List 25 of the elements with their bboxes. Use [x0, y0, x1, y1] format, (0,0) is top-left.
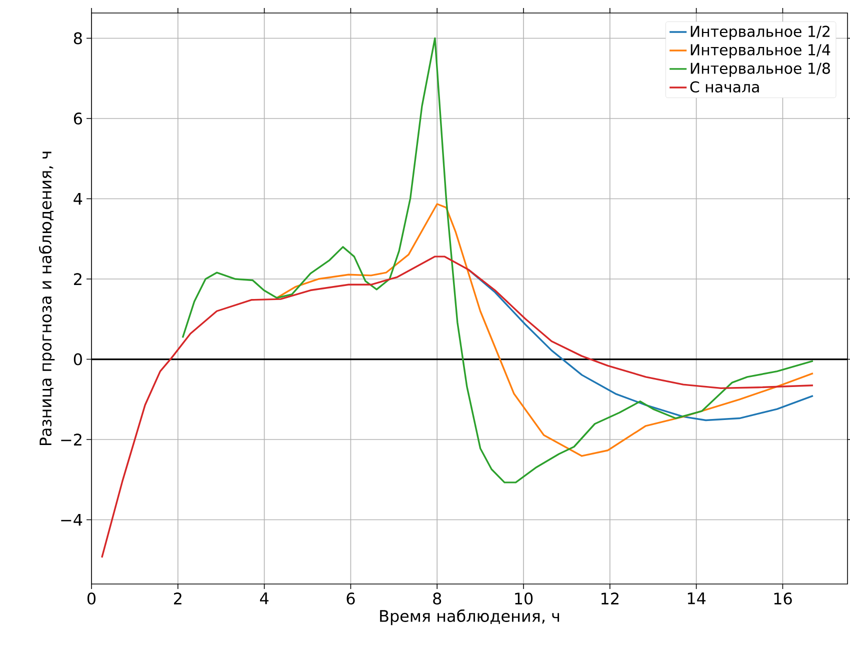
- y-tick-label: −2: [61, 434, 82, 446]
- legend-label: С начала: [690, 81, 759, 93]
- x-tick-label: 0: [87, 592, 96, 605]
- line-series: [101, 256, 814, 558]
- y-tick-label: 4: [74, 192, 82, 205]
- y-tick-label: −4: [61, 514, 82, 526]
- y-tick-label: 2: [74, 273, 82, 285]
- y-axis-title: Разница прогноза и наблюдения, ч: [38, 152, 55, 446]
- x-tick-label: 10: [515, 592, 533, 605]
- line-series: [276, 203, 814, 457]
- x-tick-label: 4: [260, 592, 268, 604]
- y-tick-label: 8: [74, 32, 82, 44]
- x-tick-label: 8: [433, 592, 442, 605]
- x-tick-label: 2: [174, 592, 182, 604]
- y-tick-label: 0: [74, 353, 82, 366]
- x-tick-label: 6: [346, 592, 355, 605]
- legend-label: Интервальное 1/2: [690, 26, 830, 40]
- x-tick-label: 14: [688, 592, 706, 604]
- legend-label: Интервальное 1/8: [690, 62, 830, 77]
- x-tick-label: 12: [602, 592, 618, 604]
- line-series: [468, 268, 814, 422]
- legend-label: Интервальное 1/4: [690, 44, 830, 58]
- x-tick-label: 16: [774, 592, 792, 605]
- x-axis-title: Время наблюдения, ч: [380, 609, 560, 626]
- y-tick-label: 6: [74, 112, 82, 125]
